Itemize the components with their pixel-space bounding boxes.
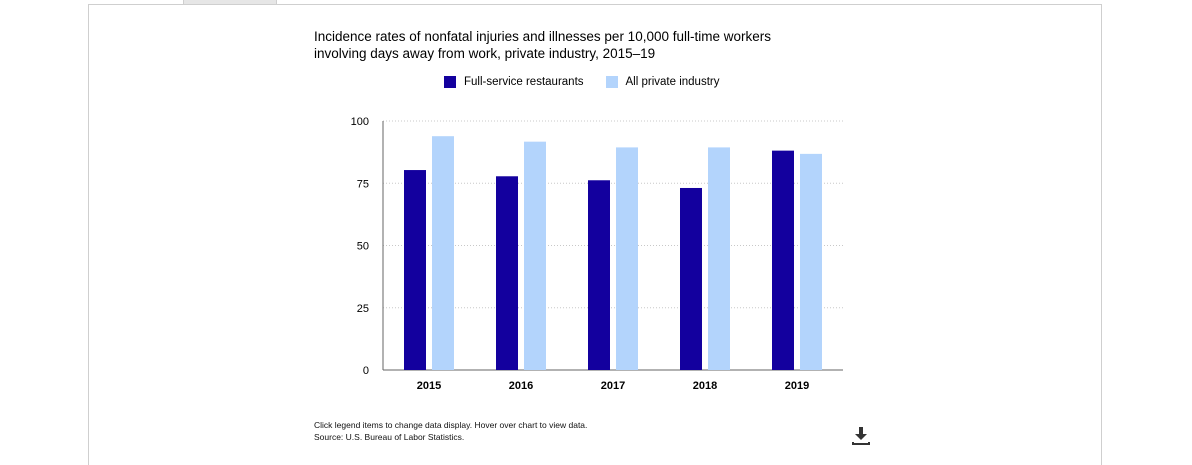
tab-stub[interactable] xyxy=(183,0,277,5)
bar-2015-series-2[interactable] xyxy=(432,136,454,370)
x-tick-label-2017: 2017 xyxy=(601,380,625,392)
legend-label-full-service-restaurants: Full-service restaurants xyxy=(464,76,584,88)
bar-2017-series-1[interactable] xyxy=(588,180,610,370)
bar-2015-series-1[interactable] xyxy=(404,170,426,370)
y-tick-label-0: 0 xyxy=(363,365,369,377)
legend-swatch-all-private-industry xyxy=(605,76,618,88)
legend-item-full-service-restaurants[interactable]: Full-service restaurants xyxy=(444,76,584,88)
legend-item-all-private-industry[interactable]: All private industry xyxy=(605,76,720,88)
legend-label-all-private-industry: All private industry xyxy=(625,76,720,88)
x-tick-label-2015: 2015 xyxy=(417,380,441,392)
bar-chart[interactable]: 0 25 50 75 100 2015 2016 2017 2018 2019 xyxy=(0,0,1192,450)
x-tick-label-2016: 2016 xyxy=(509,380,533,392)
x-tick-label-2018: 2018 xyxy=(693,380,717,392)
footnote-instructions: Click legend items to change data displa… xyxy=(314,420,588,430)
y-tick-label-100: 100 xyxy=(351,116,369,128)
download-icon xyxy=(852,427,870,445)
footnote-source: Source: U.S. Bureau of Labor Statistics. xyxy=(314,432,465,442)
bar-2018-series-2[interactable] xyxy=(708,147,730,370)
bar-2017-series-2[interactable] xyxy=(616,147,638,370)
bar-2016-series-1[interactable] xyxy=(496,176,518,370)
chart-title: Incidence rates of nonfatal injuries and… xyxy=(314,29,771,61)
bar-2018-series-1[interactable] xyxy=(680,187,702,370)
legend-swatch-full-service-restaurants xyxy=(444,76,456,88)
x-tick-label-2019: 2019 xyxy=(785,380,809,392)
y-tick-label-50: 50 xyxy=(357,241,369,253)
bar-2016-series-2[interactable] xyxy=(524,141,546,370)
y-tick-label-75: 75 xyxy=(357,178,369,190)
download-button[interactable] xyxy=(851,425,871,445)
bar-2019-series-2[interactable] xyxy=(800,153,822,370)
bar-2019-series-1[interactable] xyxy=(772,150,794,370)
y-tick-label-25: 25 xyxy=(357,303,369,315)
legend: Full-service restaurants All private ind… xyxy=(444,76,719,88)
footnote: Click legend items to change data displa… xyxy=(314,419,587,443)
